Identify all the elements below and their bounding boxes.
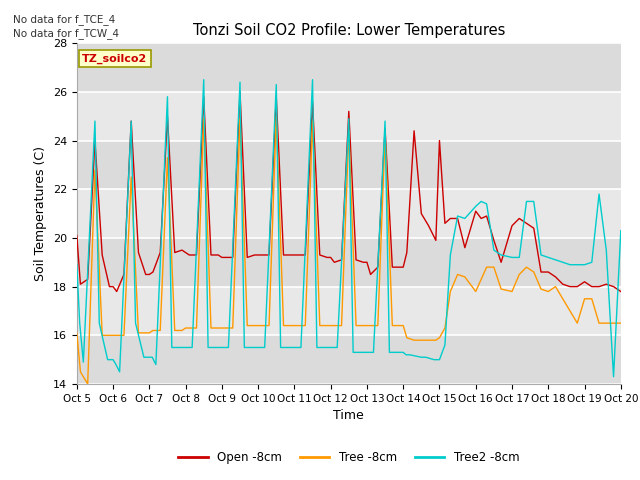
Open -8cm [617,288,625,294]
Tree -8cm [106,333,113,338]
Bar [77,43,621,92]
Open -8cm [84,276,92,282]
Open -8cm [330,259,338,265]
Open -8cm [483,213,490,219]
Tree -8cm [330,323,338,328]
Title: Tonzi Soil CO2 Profile: Lower Temperatures: Tonzi Soil CO2 Profile: Lower Temperatur… [193,23,505,38]
Open -8cm [236,89,244,95]
Tree -8cm [483,264,490,270]
Tree -8cm [134,330,142,336]
Tree -8cm [537,286,545,292]
Legend: Open -8cm, Tree -8cm, Tree2 -8cm: Open -8cm, Tree -8cm, Tree2 -8cm [173,446,524,468]
Tree2 -8cm [477,199,485,204]
Tree -8cm [273,113,280,119]
Open -8cm [99,252,106,258]
Tree2 -8cm [617,228,625,234]
Text: No data for f_TCE_4: No data for f_TCE_4 [13,13,115,24]
Tree2 -8cm [327,345,335,350]
Tree2 -8cm [127,118,135,124]
Tree2 -8cm [200,77,207,83]
Line: Open -8cm: Open -8cm [77,92,621,291]
Line: Tree -8cm: Tree -8cm [77,116,621,384]
Open -8cm [134,250,142,255]
Bar [77,238,621,287]
Bar [77,141,621,189]
Tree -8cm [617,320,625,326]
Tree2 -8cm [530,199,538,204]
Bar [77,336,621,384]
Tree -8cm [91,167,99,173]
Tree2 -8cm [610,374,618,380]
Open -8cm [537,269,545,275]
Tree2 -8cm [73,262,81,268]
Tree2 -8cm [79,359,87,365]
Tree2 -8cm [95,320,103,326]
X-axis label: Time: Time [333,409,364,422]
Line: Tree2 -8cm: Tree2 -8cm [77,80,621,377]
Text: No data for f_TCW_4: No data for f_TCW_4 [13,28,119,39]
Tree -8cm [73,330,81,336]
Y-axis label: Soil Temperatures (C): Soil Temperatures (C) [35,146,47,281]
Open -8cm [113,288,120,294]
Open -8cm [73,233,81,239]
Text: TZ_soilco2: TZ_soilco2 [82,53,147,64]
Tree -8cm [84,381,92,387]
